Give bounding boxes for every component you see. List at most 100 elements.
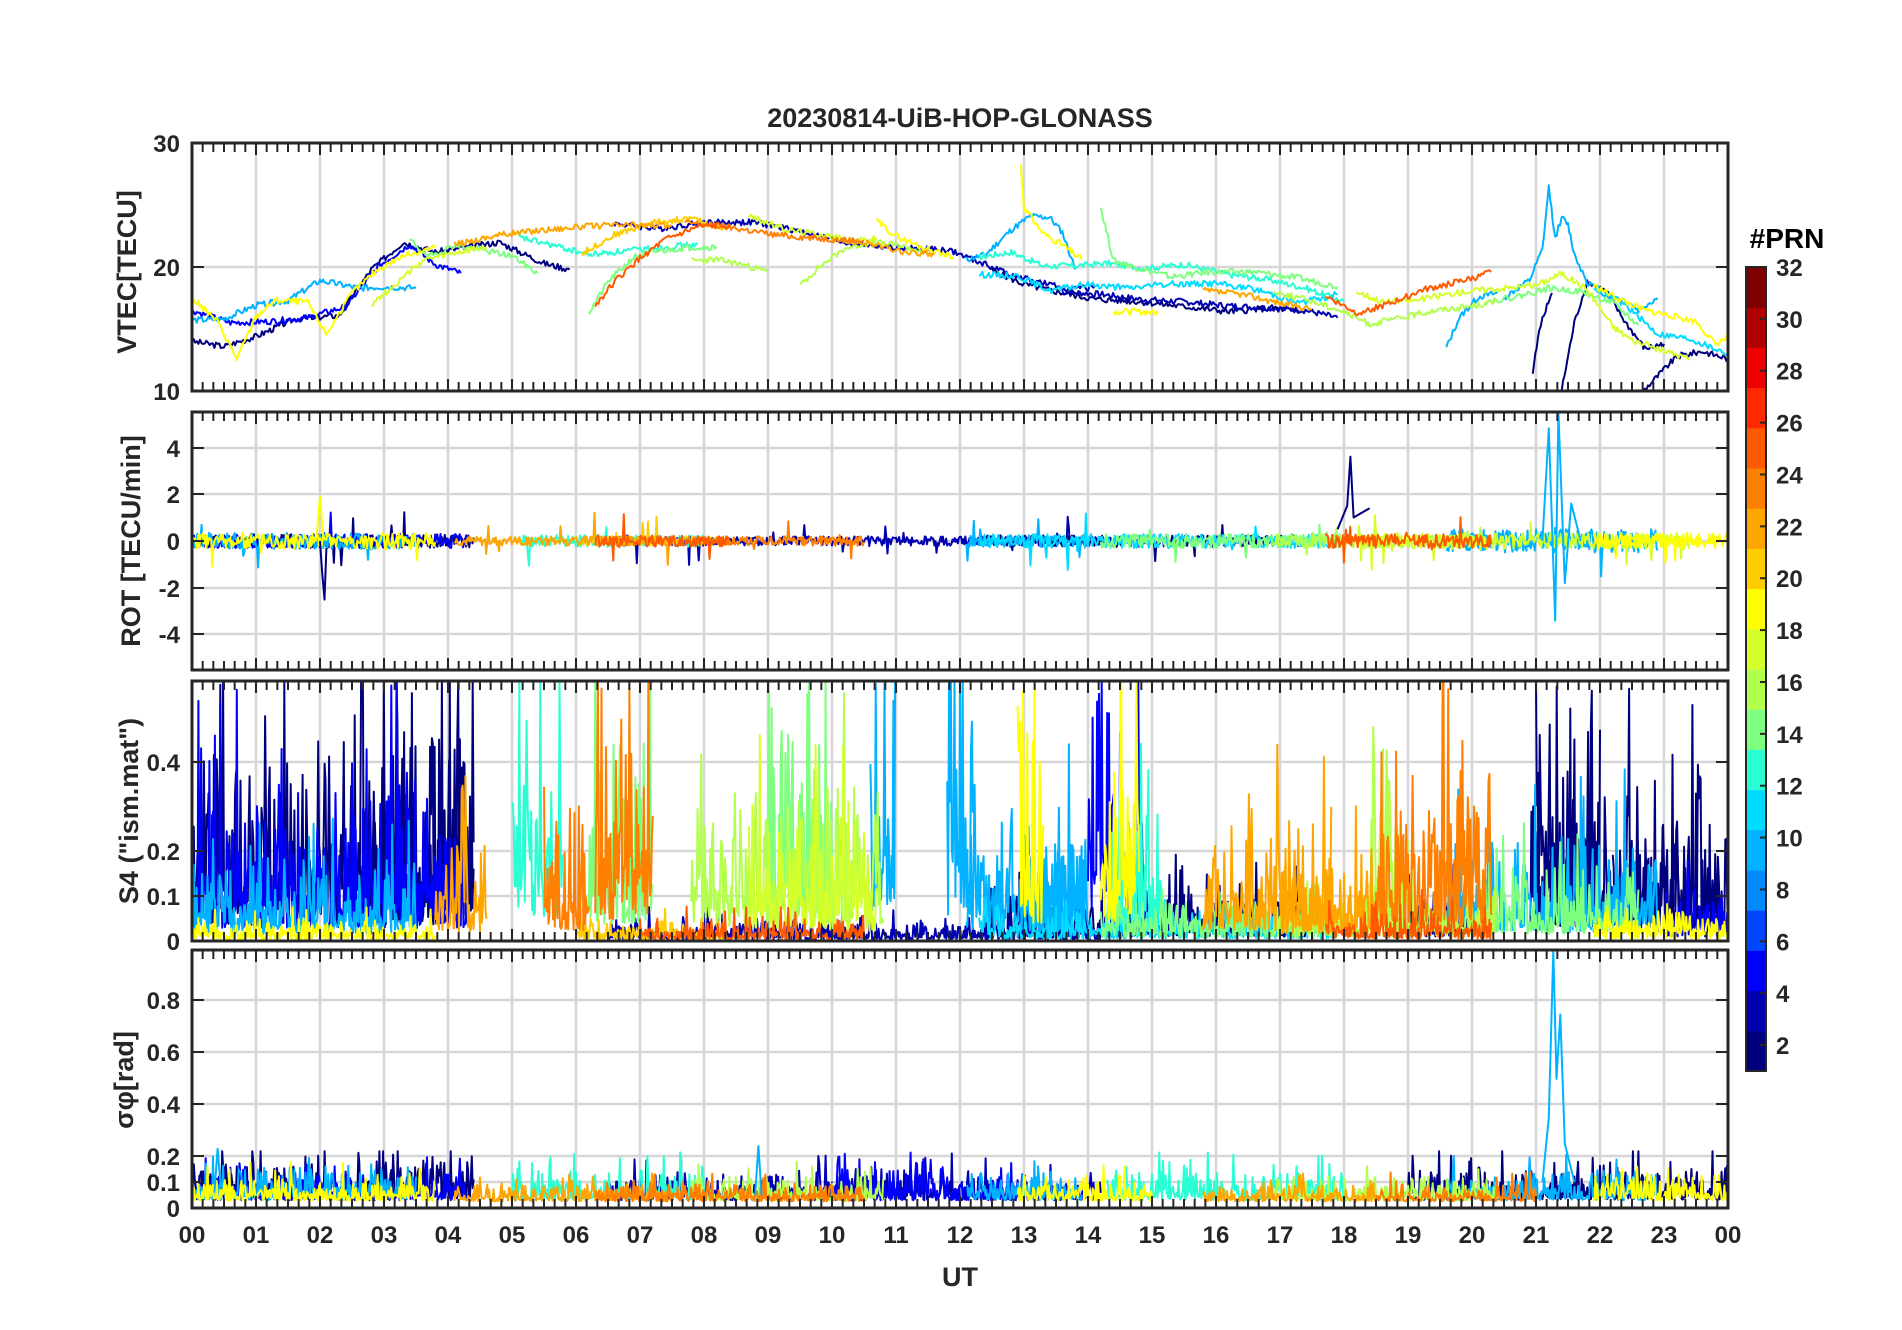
vtec-series-prn-19	[875, 217, 955, 260]
vtec-series-prn-14	[1099, 207, 1339, 290]
vtec-series-prn-18	[371, 244, 488, 307]
x-tick-label: 03	[371, 1222, 398, 1249]
colorbar-tick-label: 12	[1776, 774, 1803, 801]
rot-series-prn-25	[594, 513, 731, 562]
rot-event-prn-20	[315, 495, 325, 537]
x-tick-label: 13	[1011, 1222, 1038, 1249]
rot-event-prn-1	[319, 540, 328, 601]
colorbar-swatch	[1746, 468, 1766, 509]
colorbar-frame	[1745, 266, 1767, 1072]
vtec-series-prn-1	[192, 239, 571, 349]
s4-series-prn-24	[1432, 681, 1493, 924]
y-label-s4-text: S4 ("ism.mat")	[114, 718, 144, 904]
vtec-series-prn-2	[1531, 292, 1553, 374]
colorbar-tick-label: 2	[1776, 1033, 1789, 1060]
colorbar-tick-label: 26	[1776, 411, 1803, 438]
x-tick-label: 19	[1395, 1222, 1422, 1249]
x-tick-label: 04	[435, 1222, 462, 1249]
vtec-series-prn-23	[1202, 286, 1313, 312]
colorbar-tick-label: 16	[1776, 670, 1803, 697]
vtec-series-prn-16	[1272, 290, 1499, 328]
y-label-s4: S4 ("ism.mat")	[114, 718, 144, 904]
rot-series-prn-10	[192, 523, 417, 569]
x-tick-label: 22	[1587, 1222, 1614, 1249]
colorbar-tick-label: 28	[1776, 359, 1803, 386]
y-tick-label: 4	[167, 436, 181, 463]
axes-frame	[190, 410, 1730, 672]
y-tick-label: 0	[167, 529, 180, 556]
y-tick-label: 0.2	[147, 839, 180, 866]
vtec-series-prn-9	[1445, 290, 1498, 348]
y-tick-label: 0.4	[147, 1092, 181, 1119]
y-tick-label: 10	[153, 379, 180, 406]
y-tick-label: 20	[153, 255, 180, 282]
colorbar-swatch	[1746, 950, 1766, 992]
vtec-series-prn-22	[453, 221, 673, 247]
axes-frame	[190, 948, 1730, 1210]
colorbar-tick-label: 14	[1776, 722, 1803, 749]
s4-series-prn-22	[1202, 743, 1333, 932]
x-tick-label: 11	[883, 1222, 908, 1249]
panel-sigma: 00.10.2 0.4 0.6 0.8	[147, 948, 1730, 1223]
x-tick-label: 14	[1075, 1222, 1102, 1249]
sigma-series-prn-22	[1202, 1172, 1377, 1203]
vtec-series-prn-15	[587, 244, 718, 315]
vtec-series-prn-16	[799, 238, 922, 285]
colorbar-swatch	[1746, 307, 1766, 348]
series-group	[192, 164, 1728, 391]
rot-series-prn-20	[192, 531, 437, 568]
panel-rot: -4 -2 0 2 4	[159, 410, 1730, 672]
colorbar-swatch	[1746, 267, 1766, 308]
vtec-series-prn-10	[192, 278, 417, 324]
series-group	[192, 412, 1728, 622]
sigma-event-prn-9	[754, 1145, 763, 1196]
x-tick-label: 17	[1267, 1222, 1294, 1249]
panel-s4: 0 0.1 0.2 0.4	[147, 679, 1730, 956]
colorbar-swatch	[1746, 1030, 1766, 1072]
colorbar-swatch	[1746, 427, 1766, 469]
vtec-series-prn-16	[690, 256, 769, 273]
rot-series-prn-24	[684, 520, 865, 560]
x-tick-label: 23	[1651, 1222, 1678, 1249]
x-tick-label: 21	[1523, 1222, 1550, 1249]
vtec-series-prn-20	[1112, 307, 1160, 316]
colorbar-tick-label: 8	[1776, 877, 1789, 904]
colorbar-tick-label: 22	[1776, 514, 1803, 541]
colorbar-tick-label: 18	[1776, 618, 1803, 645]
rot-series-prn-22	[453, 511, 673, 566]
colorbar-swatch	[1746, 990, 1766, 1032]
x-tick-label: 00	[1715, 1222, 1742, 1249]
series-group	[192, 950, 1728, 1203]
s4-series-prn-20	[1099, 681, 1141, 922]
x-tick-label: 15	[1139, 1222, 1166, 1249]
sigma-series-prn-24	[1375, 1171, 1537, 1203]
colorbar-swatch	[1746, 749, 1766, 791]
x-tick-label: 07	[627, 1222, 654, 1249]
y-tick-label: -2	[159, 576, 180, 603]
s4-series-prn-10	[192, 817, 417, 935]
x-tick-label: 02	[307, 1222, 334, 1249]
colorbar-tick-label: 30	[1776, 307, 1803, 334]
vtec-series-prn-20	[192, 244, 436, 362]
y-label-sigma-text: σφ[rad]	[109, 1031, 139, 1129]
y-tick-label: -4	[159, 622, 181, 649]
svg-text:S4 ("ism.mat"): S4 ("ism.mat")	[114, 718, 144, 904]
colorbar-tick-label: 10	[1776, 826, 1803, 853]
vtec-series-prn-23	[831, 236, 936, 258]
x-tick-label: 01	[243, 1222, 270, 1249]
colorbar-swatch	[1746, 508, 1766, 549]
series-group	[192, 681, 1728, 941]
s4-series-prn-15	[1483, 822, 1640, 935]
x-tick-label: 16	[1203, 1222, 1230, 1249]
vtec-series-prn-20	[1019, 164, 1083, 260]
colorbar-swatch	[1746, 829, 1766, 871]
rot-event-prn-2	[1336, 455, 1371, 530]
colorbar-swatch	[1746, 347, 1766, 389]
colorbar-tick-label: 4	[1776, 981, 1790, 1008]
colorbar-tick-label: 6	[1776, 929, 1789, 956]
colorbar-swatch	[1746, 910, 1766, 951]
vtec-series-prn-20	[1592, 283, 1728, 347]
x-tick-label: 06	[563, 1222, 590, 1249]
s4-series-prn-20	[1016, 681, 1045, 924]
